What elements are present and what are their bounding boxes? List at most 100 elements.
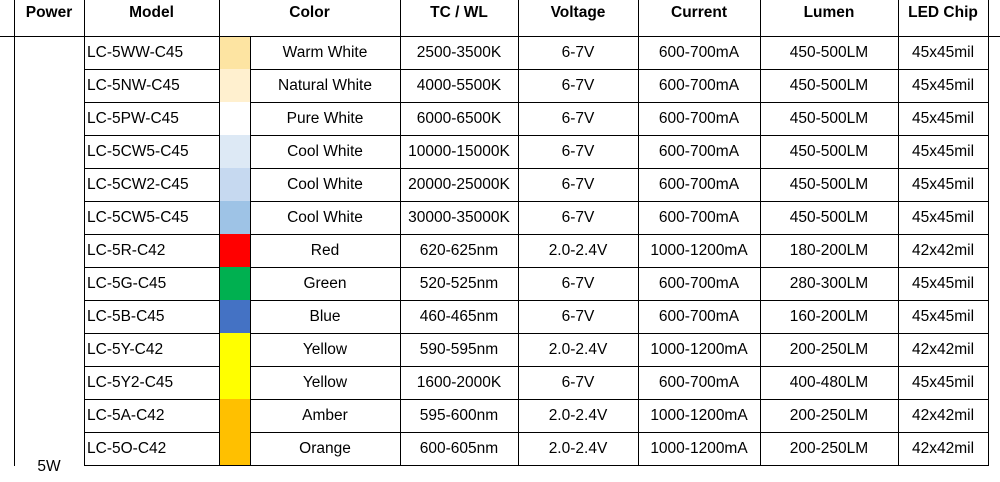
table-cell: 10000-15000K xyxy=(408,142,510,160)
table-cell: LC-5PW-C45 xyxy=(87,109,179,127)
color-swatch xyxy=(219,201,250,234)
table-cell: 595-600nm xyxy=(419,406,499,424)
table-cell: 6-7V xyxy=(561,175,595,193)
table-cell: 6-7V xyxy=(561,109,595,127)
table-cell: 42x42mil xyxy=(911,241,975,259)
table-cell: 590-595nm xyxy=(419,340,499,358)
header-cell: LED Chip xyxy=(908,4,978,21)
grid-line xyxy=(0,36,1000,37)
grid-line xyxy=(638,0,639,466)
color-swatch xyxy=(219,234,250,267)
table-cell: 6-7V xyxy=(561,307,595,325)
grid-line xyxy=(84,69,988,70)
grid-line xyxy=(760,0,761,466)
table-cell: 1000-1200mA xyxy=(650,241,748,259)
table-cell: LC-5CW5-C45 xyxy=(87,142,189,160)
table-cell: Yellow xyxy=(302,340,348,358)
header-cell: Model xyxy=(129,4,174,21)
table-cell: 2.0-2.4V xyxy=(548,340,608,358)
table-cell: 600-605nm xyxy=(419,439,499,457)
table-cell: 280-300LM xyxy=(789,274,869,292)
table-cell: 450-500LM xyxy=(789,109,869,127)
table-cell: 42x42mil xyxy=(911,406,975,424)
grid-line xyxy=(84,333,988,334)
table-cell: 6-7V xyxy=(561,43,595,61)
table-cell: 2.0-2.4V xyxy=(548,241,608,259)
table-cell: 45x45mil xyxy=(911,373,975,391)
table-cell: LC-5R-C42 xyxy=(87,241,166,259)
grid-line xyxy=(84,102,988,103)
table-cell: 6-7V xyxy=(561,142,595,160)
table-cell: LC-5G-C45 xyxy=(87,274,167,292)
table-cell: 450-500LM xyxy=(789,175,869,193)
table-cell: 620-625nm xyxy=(419,241,499,259)
table-cell: 1000-1200mA xyxy=(650,406,748,424)
grid-line xyxy=(518,0,519,466)
table-cell: 1600-2000K xyxy=(416,373,502,391)
table-cell: Warm White xyxy=(282,43,368,61)
table-cell: LC-5NW-C45 xyxy=(87,76,180,94)
table-cell: 450-500LM xyxy=(789,208,869,226)
table-cell: 600-700mA xyxy=(658,109,740,127)
table-cell: 1000-1200mA xyxy=(650,340,748,358)
table-cell: 200-250LM xyxy=(789,406,869,424)
table-cell: LC-5Y2-C45 xyxy=(87,373,174,391)
grid-line xyxy=(84,0,85,466)
table-cell: 45x45mil xyxy=(911,109,975,127)
table-cell: 45x45mil xyxy=(911,76,975,94)
table-cell: 180-200LM xyxy=(789,241,869,259)
table-cell: 2.0-2.4V xyxy=(548,439,608,457)
table-cell: 45x45mil xyxy=(911,208,975,226)
table-cell: Pure White xyxy=(286,109,364,127)
table-cell: 600-700mA xyxy=(658,175,740,193)
table-cell: 160-200LM xyxy=(789,307,869,325)
table-cell: 45x45mil xyxy=(911,274,975,292)
table-cell: 6-7V xyxy=(561,373,595,391)
grid-line xyxy=(898,0,899,466)
table-cell: Green xyxy=(303,274,347,292)
table-cell: 600-700mA xyxy=(658,307,740,325)
table-cell: 600-700mA xyxy=(658,76,740,94)
grid-line xyxy=(84,300,988,301)
table-cell: 520-525nm xyxy=(419,274,499,292)
color-swatch xyxy=(219,135,250,168)
grid-line xyxy=(84,135,988,136)
header-cell: Power xyxy=(25,4,73,21)
grid-line xyxy=(400,0,401,466)
table-cell: 30000-35000K xyxy=(408,208,510,226)
table-cell: 460-465nm xyxy=(419,307,499,325)
color-swatch xyxy=(219,366,250,399)
table-cell: 200-250LM xyxy=(789,340,869,358)
table-cell: LC-5O-C42 xyxy=(87,439,167,457)
table-cell: LC-5WW-C45 xyxy=(87,43,184,61)
color-swatch xyxy=(219,399,250,432)
grid-line xyxy=(84,399,988,400)
color-swatch xyxy=(219,432,250,465)
table-cell: 2500-3500K xyxy=(416,43,502,61)
table-cell: LC-5B-C45 xyxy=(87,307,165,325)
table-cell: LC-5A-C42 xyxy=(87,406,165,424)
header-cell: Current xyxy=(671,4,727,21)
grid-line xyxy=(84,366,988,367)
table-cell: LC-5CW2-C45 xyxy=(87,175,189,193)
grid-line xyxy=(988,0,989,466)
grid-line xyxy=(219,0,220,466)
table-cell: 450-500LM xyxy=(789,43,869,61)
table-cell: Yellow xyxy=(302,373,348,391)
table-cell: Cool White xyxy=(287,175,363,193)
table-cell: 20000-25000K xyxy=(408,175,510,193)
color-swatch xyxy=(219,333,250,366)
table-cell: Orange xyxy=(299,439,351,457)
table-cell: Cool White xyxy=(287,142,363,160)
table-cell: 4000-5500K xyxy=(416,76,502,94)
table-cell: 6-7V xyxy=(561,208,595,226)
color-swatch xyxy=(219,300,250,333)
grid-line xyxy=(250,36,251,466)
table-cell: 42x42mil xyxy=(911,439,975,457)
color-swatch xyxy=(219,102,250,135)
grid-line xyxy=(14,0,15,466)
header-cell: TC / WL xyxy=(430,4,488,21)
table-cell: 600-700mA xyxy=(658,43,740,61)
table-cell: 600-700mA xyxy=(658,142,740,160)
